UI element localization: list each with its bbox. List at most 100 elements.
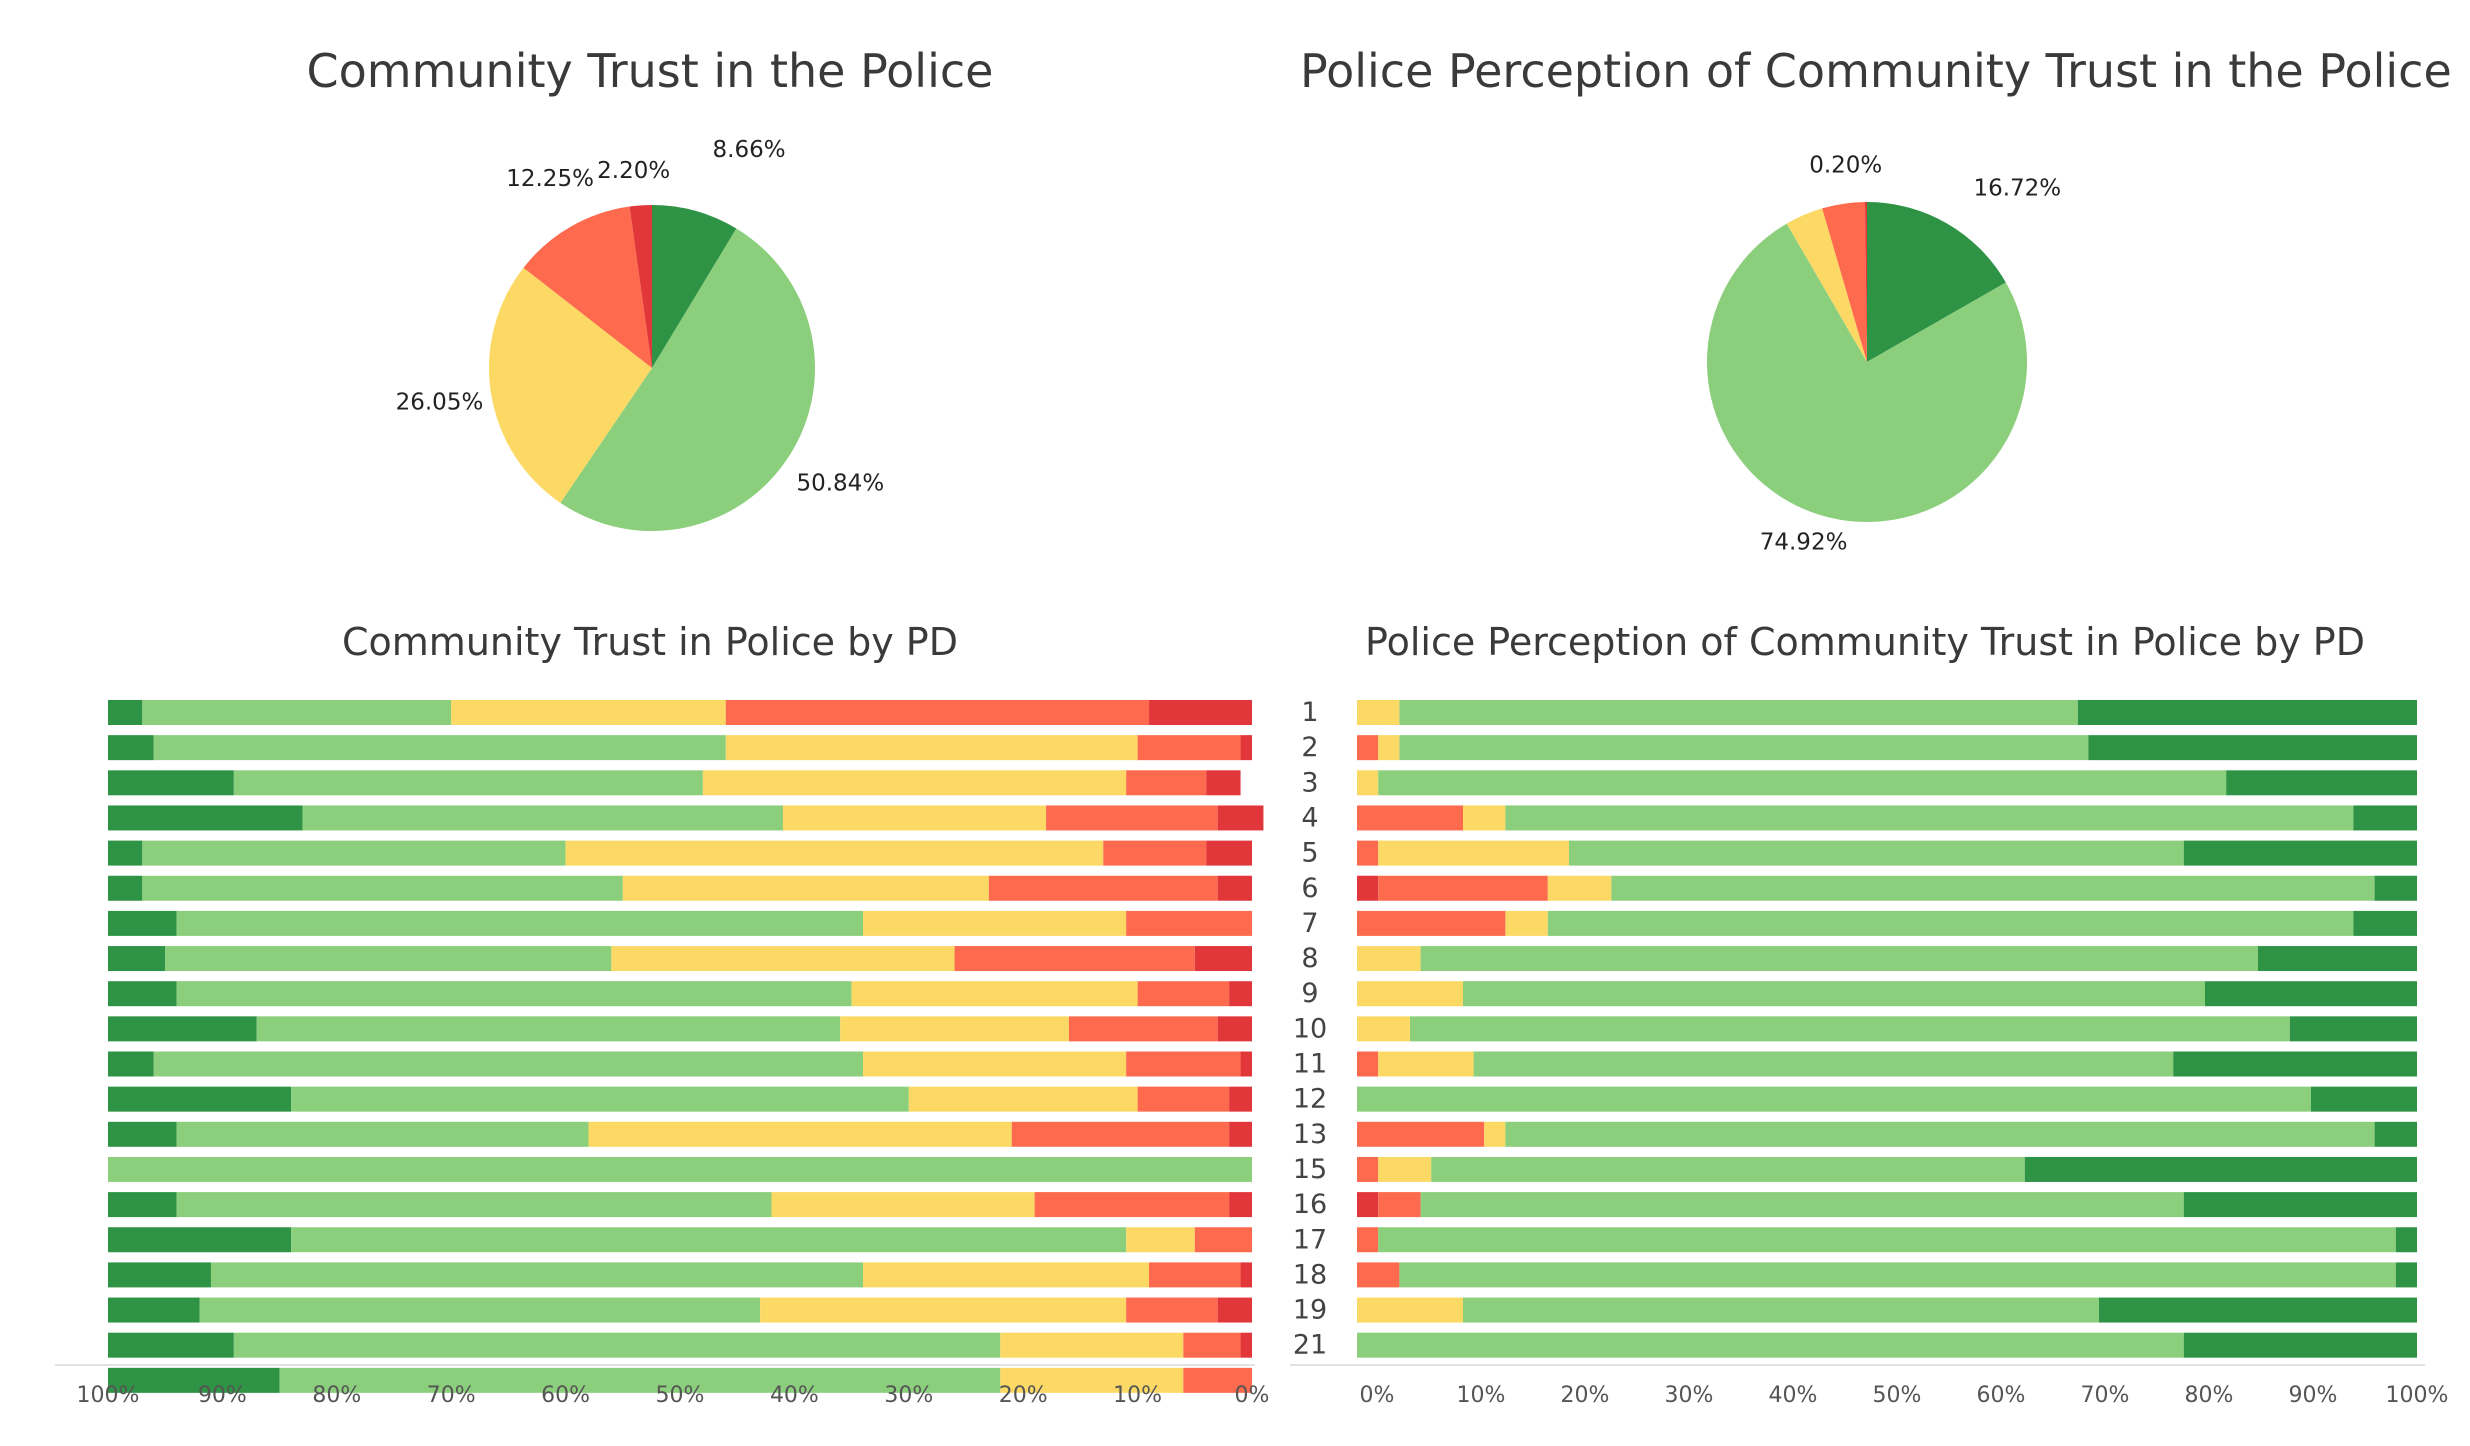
right-bar-14-seg-4 — [2183, 1192, 2417, 1218]
left-bar-19-seg-2 — [1000, 1367, 1184, 1393]
right-category-label: 17 — [1293, 1224, 1327, 1255]
left-bar-2-seg-3 — [1126, 770, 1207, 796]
right-bar-0-seg-3 — [1399, 700, 2078, 725]
right-category-label: 7 — [1301, 908, 1318, 939]
left-bar-8-seg-3 — [1137, 981, 1230, 1007]
pie0-slice-2 — [488, 267, 652, 503]
right-bar-16-seg-3 — [1399, 1262, 2396, 1288]
right-bar-9-seg-4 — [2289, 1016, 2417, 1042]
left-bar-16-seg-0 — [108, 1262, 211, 1288]
right-bar-10-seg-1 — [1357, 1051, 1379, 1077]
left-bar-14-seg-4 — [1229, 1192, 1252, 1218]
right-bar-13-seg-2 — [1378, 1156, 1432, 1182]
left-bar-16-seg-1 — [210, 1262, 864, 1288]
right-bar-12-seg-3 — [1505, 1121, 2375, 1147]
right-category-label: 12 — [1293, 1084, 1327, 1115]
left-bar-10-seg-3 — [1126, 1051, 1241, 1077]
left-bar-10-seg-0 — [108, 1051, 154, 1077]
left-bar-0-seg-1 — [142, 700, 452, 725]
left-x-tick-label: 10% — [1113, 1383, 1162, 1408]
left-bar-17-seg-1 — [199, 1297, 761, 1323]
left-bar-17-seg-3 — [1126, 1297, 1218, 1323]
left-bar-5-seg-0 — [108, 875, 143, 901]
left-bar-1-seg-0 — [108, 735, 154, 761]
left-x-tick-label: 100% — [77, 1383, 140, 1408]
left-bar-12-seg-2 — [588, 1121, 1012, 1147]
right-bar-3-seg-4 — [2353, 805, 2417, 831]
right-bar-17-seg-2 — [1357, 1297, 1463, 1323]
right-category-label: 4 — [1301, 802, 1318, 833]
right-bar-14-seg-0 — [1357, 1192, 1379, 1218]
left-x-tick-label: 30% — [884, 1383, 933, 1408]
left-bar-7-seg-3 — [954, 946, 1195, 972]
left-bar-1-seg-2 — [725, 735, 1138, 761]
left-bar-6-seg-1 — [176, 910, 864, 936]
right-bar-15-seg-4 — [2395, 1227, 2417, 1253]
right-bar-0-seg-4 — [2077, 700, 2417, 725]
right-category-label: 18 — [1293, 1259, 1327, 1290]
pie0-label-4: 2.20% — [597, 158, 670, 184]
pie1-slice-3 — [1822, 202, 1867, 362]
left-x-tick-label: 60% — [541, 1383, 590, 1408]
left-bar-9-seg-0 — [108, 1016, 257, 1042]
right-category-label: 1 — [1301, 697, 1318, 728]
left-bar-15-seg-2 — [1126, 1227, 1195, 1253]
right-bar-15-seg-1 — [1357, 1227, 1379, 1253]
right-category-label: 11 — [1293, 1049, 1327, 1080]
right-bar-5-seg-4 — [2374, 875, 2417, 901]
right-category-label: 8 — [1301, 943, 1318, 974]
right-bar-5-seg-2 — [1547, 875, 1612, 901]
right-bar-5-seg-3 — [1611, 875, 2375, 901]
bar-right-title: Police Perception of Community Trust in … — [1365, 620, 2365, 664]
left-bar-18-seg-2 — [1000, 1332, 1184, 1358]
right-x-tick-label: 90% — [2289, 1383, 2338, 1408]
right-category-label: 6 — [1301, 873, 1318, 904]
left-bar-18-seg-0 — [108, 1332, 234, 1358]
left-bar-7-seg-1 — [165, 946, 612, 972]
left-bar-15-seg-1 — [291, 1227, 1127, 1253]
right-x-tick-label: 70% — [2081, 1383, 2130, 1408]
right-bar-11-seg-3 — [1357, 1086, 2311, 1112]
pie0-label-3: 12.25% — [506, 166, 594, 192]
right-x-tick-label: 10% — [1457, 1383, 1506, 1408]
right-bar-2-seg-3 — [1378, 770, 2227, 796]
right-bar-8-seg-3 — [1463, 981, 2205, 1007]
right-bar-7-seg-2 — [1357, 946, 1421, 972]
right-bar-13-seg-4 — [2024, 1156, 2417, 1182]
right-bar-8-seg-2 — [1357, 981, 1463, 1007]
right-category-label: 15 — [1293, 1154, 1327, 1185]
left-bar-4-seg-0 — [108, 840, 143, 866]
left-bar-3-seg-4 — [1217, 805, 1264, 831]
right-bar-1-seg-3 — [1399, 735, 2089, 761]
left-x-tick-label: 40% — [770, 1383, 819, 1408]
left-bar-11-seg-1 — [291, 1086, 909, 1112]
right-bar-13-seg-3 — [1431, 1156, 2025, 1182]
right-bar-3-seg-3 — [1505, 805, 2354, 831]
left-x-tick-label: 50% — [656, 1383, 705, 1408]
pie0-slice-3 — [523, 206, 652, 368]
right-category-label: 9 — [1301, 978, 1318, 1009]
left-bar-11-seg-2 — [908, 1086, 1138, 1112]
right-bar-0-seg-2 — [1357, 700, 1400, 725]
left-bar-3-seg-2 — [782, 805, 1047, 831]
left-bar-0-seg-3 — [725, 700, 1150, 725]
right-x-tick-label: 40% — [1769, 1383, 1818, 1408]
left-bar-14-seg-3 — [1034, 1192, 1230, 1218]
pie1-label-4: 0.20% — [1809, 153, 1882, 179]
right-bar-9-seg-3 — [1410, 1016, 2290, 1042]
right-bar-4-seg-1 — [1357, 840, 1379, 866]
pie1-slice-0 — [1867, 201, 2006, 362]
left-bar-7-seg-2 — [611, 946, 955, 972]
left-bar-9-seg-2 — [840, 1016, 1069, 1042]
right-category-label: 21 — [1293, 1330, 1327, 1361]
left-bar-2-seg-0 — [108, 770, 234, 796]
left-bar-8-seg-2 — [851, 981, 1138, 1007]
left-bar-7-seg-0 — [108, 946, 166, 972]
left-bar-5-seg-4 — [1217, 875, 1252, 901]
left-bar-0-seg-2 — [451, 700, 726, 725]
right-bar-10-seg-3 — [1473, 1051, 2174, 1077]
right-bar-5-seg-0 — [1357, 875, 1379, 901]
right-bar-8-seg-4 — [2205, 981, 2417, 1007]
right-bar-6-seg-3 — [1547, 910, 2354, 936]
left-bar-14-seg-2 — [771, 1192, 1035, 1218]
